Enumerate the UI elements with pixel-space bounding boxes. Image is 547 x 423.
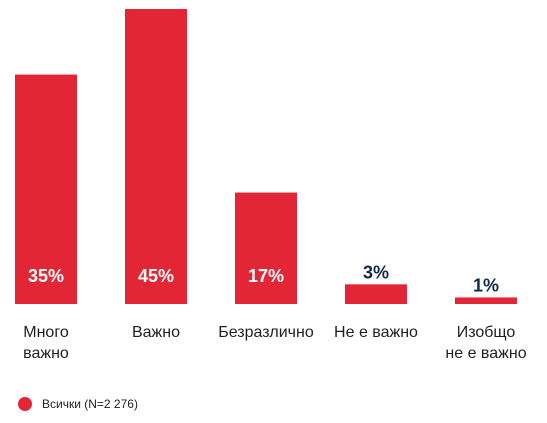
category-label-3: Безразлично xyxy=(218,324,314,341)
legend: Всички (N=2 276) xyxy=(18,397,138,411)
bar-chart: 35% Много важно 45% Важно 17% Безразлично 3% Не … xyxy=(15,9,527,362)
category-label-5: Изобщо не е важно xyxy=(445,324,526,362)
legend-label: Всички (N=2 276) xyxy=(42,397,138,411)
bar-2 xyxy=(125,9,187,304)
data-label-1: 35% xyxy=(28,266,64,286)
category-label-4: Не е важно xyxy=(334,324,418,341)
category-label-2: Важно xyxy=(132,324,180,341)
data-label-4: 3% xyxy=(363,262,389,282)
bar-5 xyxy=(455,297,517,304)
legend-swatch xyxy=(18,397,32,411)
bar-4 xyxy=(345,284,407,304)
data-label-3: 17% xyxy=(248,266,284,286)
data-label-5: 1% xyxy=(473,275,499,295)
bar-3 xyxy=(235,192,297,304)
category-label-1: Много важно xyxy=(23,324,69,362)
bar-1 xyxy=(15,74,77,304)
data-label-2: 45% xyxy=(138,266,174,286)
